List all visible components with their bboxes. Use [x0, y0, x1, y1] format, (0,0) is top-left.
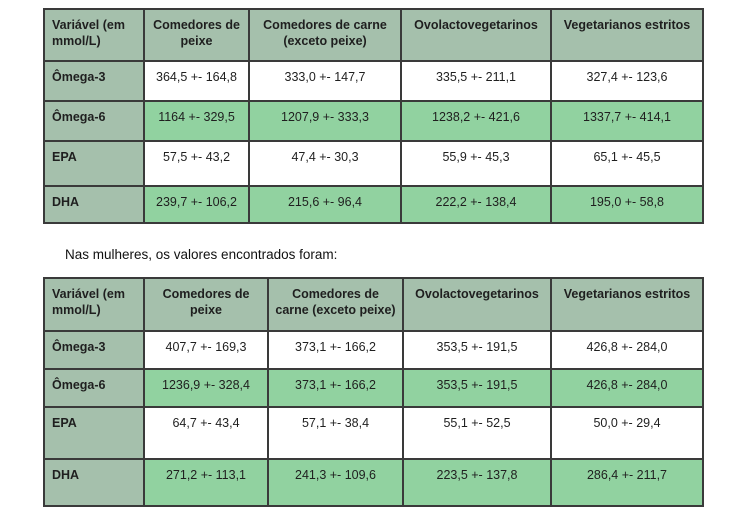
table-row: Ômega-3 407,7 +- 169,3 373,1 +- 166,2 35… [43, 330, 704, 370]
row-label: EPA [43, 140, 145, 187]
value-cell: 223,5 +- 137,8 [402, 458, 552, 507]
value-cell: 286,4 +- 211,7 [550, 458, 704, 507]
value-cell: 373,1 +- 166,2 [267, 368, 404, 408]
value-cell: 373,1 +- 166,2 [267, 330, 404, 370]
header-cell-strict-veg: Vegetarianos estritos [550, 8, 704, 62]
table-row: EPA 57,5 +- 43,2 47,4 +- 30,3 55,9 +- 45… [43, 140, 704, 187]
table-row: EPA 64,7 +- 43,4 57,1 +- 38,4 55,1 +- 52… [43, 406, 704, 460]
value-cell: 353,5 +- 191,5 [402, 368, 552, 408]
row-label: Ômega-3 [43, 60, 145, 102]
row-label: Ômega-6 [43, 100, 145, 142]
row-label: Ômega-6 [43, 368, 145, 408]
value-cell: 57,5 +- 43,2 [143, 140, 250, 187]
table-row: DHA 239,7 +- 106,2 215,6 +- 96,4 222,2 +… [43, 185, 704, 224]
value-cell: 353,5 +- 191,5 [402, 330, 552, 370]
value-cell: 222,2 +- 138,4 [400, 185, 552, 224]
value-cell: 57,1 +- 38,4 [267, 406, 404, 460]
intro-text: Nas mulheres, os valores encontrados for… [65, 247, 338, 262]
table-row: Ômega-6 1236,9 +- 328,4 373,1 +- 166,2 3… [43, 368, 704, 408]
table-women-header-row: Variável (em mmol/L) Comedores de peixe … [43, 277, 704, 332]
value-cell: 47,4 +- 30,3 [248, 140, 402, 187]
header-cell-fish-eaters: Comedores de peixe [143, 8, 250, 62]
value-cell: 407,7 +- 169,3 [143, 330, 269, 370]
value-cell: 327,4 +- 123,6 [550, 60, 704, 102]
header-cell-strict-veg: Vegetarianos estritos [550, 277, 704, 332]
table-women: Variável (em mmol/L) Comedores de peixe … [43, 277, 704, 507]
value-cell: 215,6 +- 96,4 [248, 185, 402, 224]
header-cell-meat-eaters: Comedores de carne (exceto peixe) [267, 277, 404, 332]
table-row: Ômega-6 1164 +- 329,5 1207,9 +- 333,3 12… [43, 100, 704, 142]
value-cell: 426,8 +- 284,0 [550, 368, 704, 408]
value-cell: 271,2 +- 113,1 [143, 458, 269, 507]
row-label: Ômega-3 [43, 330, 145, 370]
value-cell: 335,5 +- 211,1 [400, 60, 552, 102]
table-row: Ômega-3 364,5 +- 164,8 333,0 +- 147,7 33… [43, 60, 704, 102]
header-cell-meat-eaters: Comedores de carne (exceto peixe) [248, 8, 402, 62]
value-cell: 64,7 +- 43,4 [143, 406, 269, 460]
value-cell: 1337,7 +- 414,1 [550, 100, 704, 142]
value-cell: 426,8 +- 284,0 [550, 330, 704, 370]
value-cell: 241,3 +- 109,6 [267, 458, 404, 507]
value-cell: 195,0 +- 58,8 [550, 185, 704, 224]
value-cell: 1207,9 +- 333,3 [248, 100, 402, 142]
header-cell-variable: Variável (em mmol/L) [43, 277, 145, 332]
value-cell: 1238,2 +- 421,6 [400, 100, 552, 142]
value-cell: 239,7 +- 106,2 [143, 185, 250, 224]
table-men: Variável (em mmol/L) Comedores de peixe … [43, 8, 704, 224]
table-men-header-row: Variável (em mmol/L) Comedores de peixe … [43, 8, 704, 62]
row-label: DHA [43, 458, 145, 507]
value-cell: 55,1 +- 52,5 [402, 406, 552, 460]
table-row: DHA 271,2 +- 113,1 241,3 +- 109,6 223,5 … [43, 458, 704, 507]
row-label: EPA [43, 406, 145, 460]
value-cell: 65,1 +- 45,5 [550, 140, 704, 187]
value-cell: 1236,9 +- 328,4 [143, 368, 269, 408]
header-cell-variable: Variável (em mmol/L) [43, 8, 145, 62]
value-cell: 364,5 +- 164,8 [143, 60, 250, 102]
value-cell: 50,0 +- 29,4 [550, 406, 704, 460]
header-cell-fish-eaters: Comedores de peixe [143, 277, 269, 332]
row-label: DHA [43, 185, 145, 224]
value-cell: 1164 +- 329,5 [143, 100, 250, 142]
value-cell: 333,0 +- 147,7 [248, 60, 402, 102]
header-cell-ovolacto: Ovolactovegetarinos [400, 8, 552, 62]
header-cell-ovolacto: Ovolactovegetarinos [402, 277, 552, 332]
value-cell: 55,9 +- 45,3 [400, 140, 552, 187]
